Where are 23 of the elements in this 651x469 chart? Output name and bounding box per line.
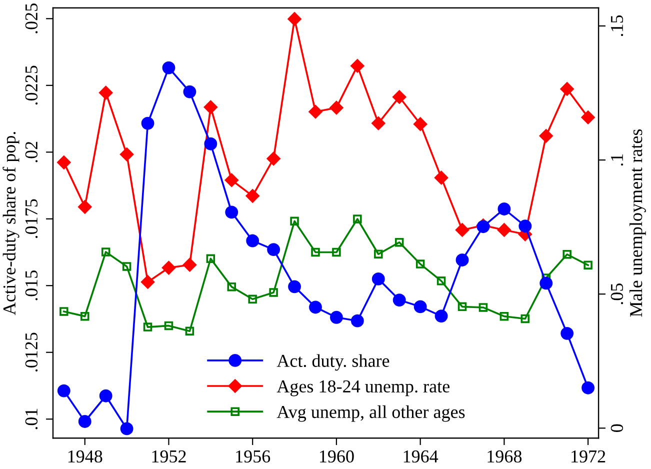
y-tick-label: .0225 [25,66,38,105]
x-tick-label: 1968 [488,450,522,463]
legend-label: Ages 18-24 unemp. rate [276,380,450,396]
x-tick-label: 1960 [320,450,354,463]
y2-axis-title: Male unemployment rates [629,129,646,317]
y-tick-label: .02 [25,142,38,162]
y-axis-title: Active-duty share of pop. [2,132,20,316]
x-tick-label: 1952 [152,450,186,463]
y2-tick-label: .1 [610,154,624,166]
x-tick-label: 1956 [236,450,270,463]
y-tick-label: .0125 [25,332,38,372]
y2-tick-label: 0 [610,424,624,432]
x-tick-label: 1948 [68,450,102,463]
x-tick-label: 1972 [572,450,606,463]
y-tick-label: .025 [25,4,38,34]
y2-tick-label: .05 [610,283,624,304]
legend-label: Act. duty. share [276,354,390,371]
y2-tick-label: .15 [610,15,624,36]
y-tick-label: .01 [25,408,38,430]
x-tick-label: 1964 [404,450,438,463]
y-tick-label: .0175 [25,199,38,238]
legend-label: Avg unemp, all other ages [276,405,465,422]
y-tick-label: .015 [25,270,38,300]
